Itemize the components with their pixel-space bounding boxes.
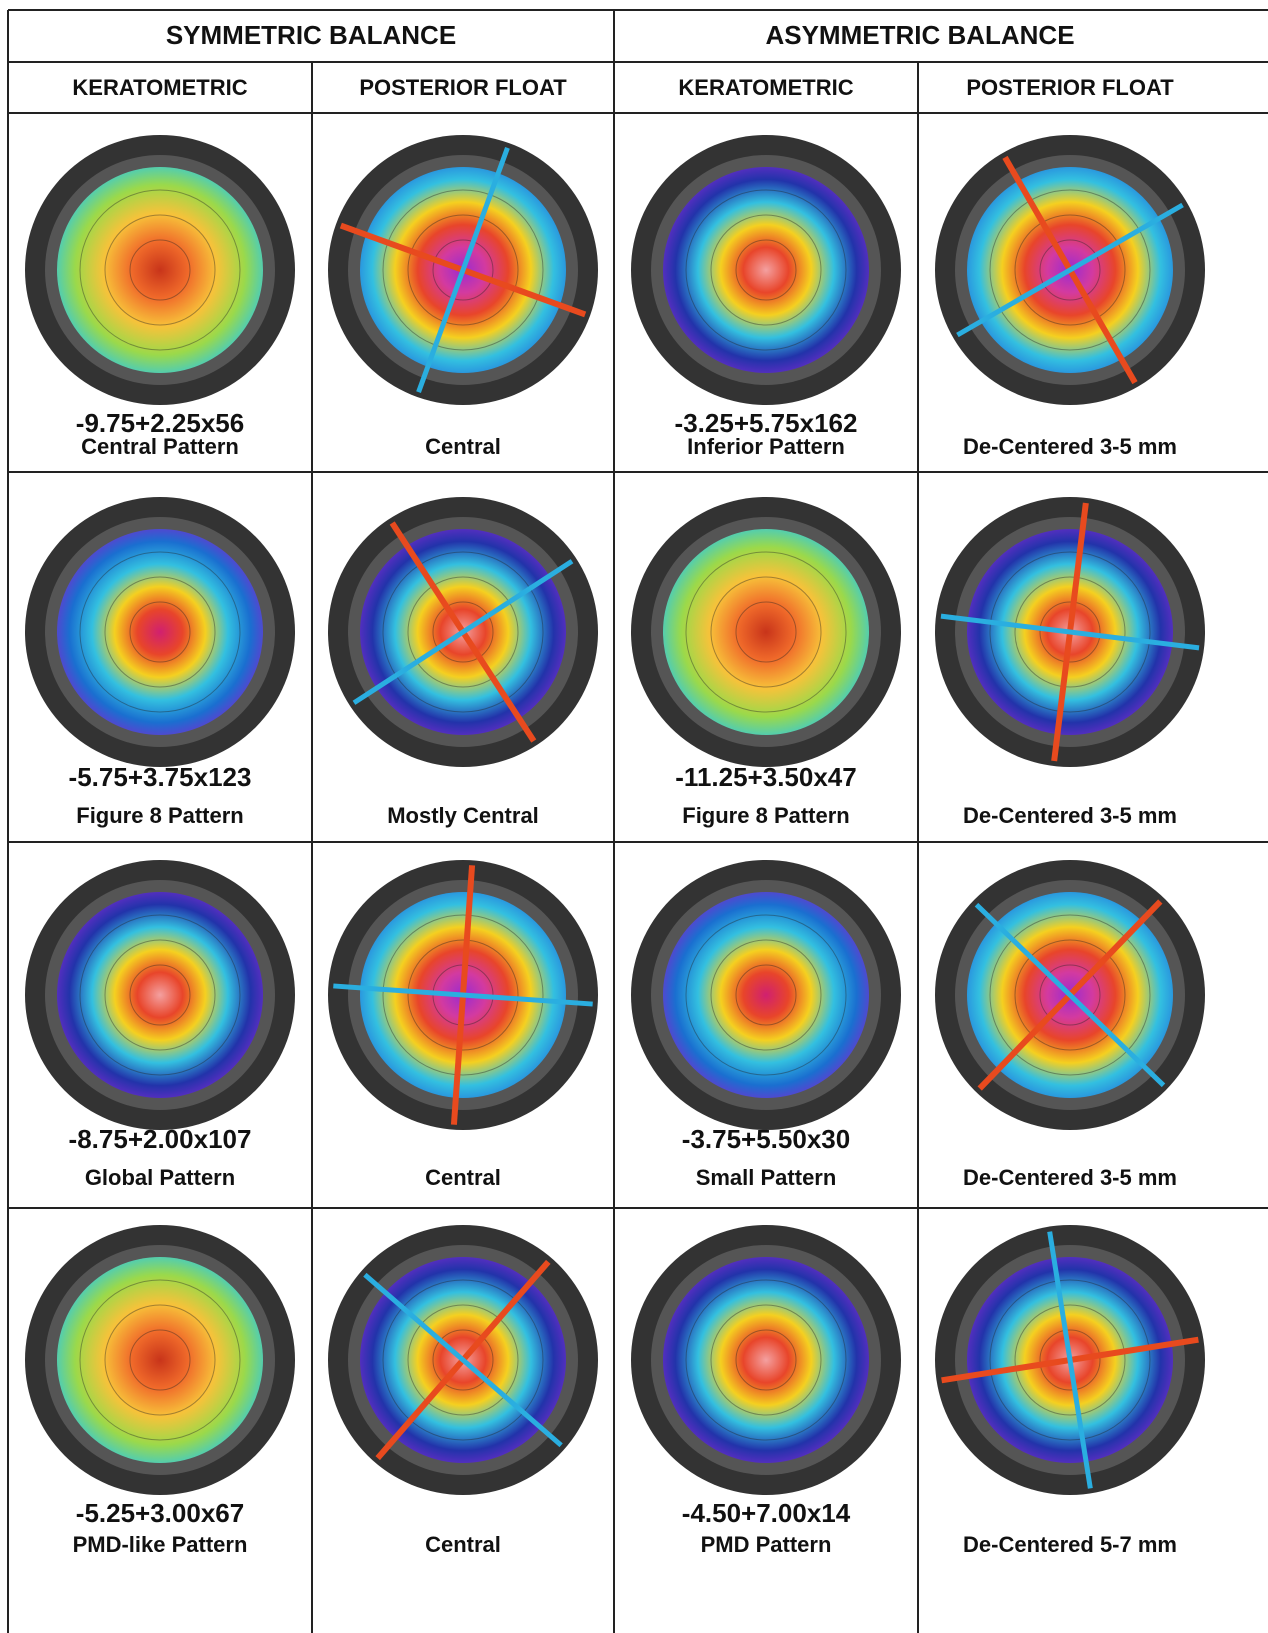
contour bbox=[1014, 576, 1126, 688]
column-header: KERATOMETRIC bbox=[678, 75, 854, 100]
contour bbox=[79, 914, 241, 1076]
contour bbox=[1014, 214, 1126, 326]
refraction: -9.75+2.25x56 bbox=[75, 408, 245, 438]
axis-line bbox=[974, 902, 1166, 1088]
pattern: PMD-like Pattern bbox=[72, 1532, 248, 1557]
contour bbox=[1039, 601, 1101, 663]
contour bbox=[710, 1304, 822, 1416]
contour bbox=[432, 1329, 494, 1391]
contour bbox=[685, 189, 847, 351]
contour bbox=[989, 914, 1151, 1076]
contour bbox=[79, 189, 241, 351]
contour bbox=[685, 914, 847, 1076]
pattern: Global Pattern bbox=[84, 1165, 236, 1190]
column-header: POSTERIOR FLOAT bbox=[966, 75, 1174, 100]
contour bbox=[129, 1329, 191, 1391]
pattern: De-Centered 3-5 mm bbox=[963, 434, 1177, 459]
group-header: SYMMETRIC BALANCE bbox=[165, 20, 457, 50]
refraction: -5.25+3.00x67 bbox=[75, 1498, 245, 1528]
topography-map bbox=[663, 167, 869, 373]
axis-line bbox=[416, 146, 510, 394]
contour bbox=[1014, 1304, 1126, 1416]
contour bbox=[432, 239, 494, 301]
column-header: KERATOMETRIC bbox=[72, 75, 248, 100]
contour bbox=[129, 601, 191, 663]
pattern: Central bbox=[425, 1532, 501, 1557]
contour bbox=[685, 551, 847, 713]
topography-map bbox=[663, 1257, 869, 1463]
contour bbox=[710, 939, 822, 1051]
contour bbox=[710, 214, 822, 326]
refraction: -5.75+3.75x123 bbox=[68, 762, 252, 792]
contour bbox=[104, 939, 216, 1051]
contour bbox=[407, 214, 519, 326]
axis-line bbox=[956, 202, 1184, 338]
axis-line bbox=[940, 613, 1200, 651]
topography-map bbox=[57, 529, 263, 735]
contour bbox=[735, 601, 797, 663]
pattern: Figure 8 Pattern bbox=[682, 803, 850, 828]
refraction: -4.50+7.00x14 bbox=[681, 1498, 851, 1528]
contour bbox=[710, 576, 822, 688]
axis-line bbox=[1047, 1231, 1093, 1489]
contour bbox=[104, 576, 216, 688]
pattern: Central bbox=[425, 434, 501, 459]
contour bbox=[382, 551, 544, 713]
axis-line bbox=[363, 1272, 563, 1448]
contour bbox=[407, 1304, 519, 1416]
axis-line bbox=[352, 559, 574, 705]
contour bbox=[79, 551, 241, 713]
pattern: Mostly Central bbox=[387, 803, 539, 828]
pattern: Small Pattern bbox=[695, 1165, 837, 1190]
refraction: -8.75+2.00x107 bbox=[68, 1124, 252, 1154]
pattern: De-Centered 3-5 mm bbox=[963, 1165, 1177, 1190]
pattern: Central bbox=[425, 1165, 501, 1190]
column-header: POSTERIOR FLOAT bbox=[359, 75, 567, 100]
topography-map bbox=[57, 1257, 263, 1463]
contour bbox=[432, 601, 494, 663]
group-header: ASYMMETRIC BALANCE bbox=[765, 20, 1075, 50]
contour bbox=[735, 1329, 797, 1391]
contour bbox=[1039, 1329, 1101, 1391]
pattern: Figure 8 Pattern bbox=[76, 803, 244, 828]
contour bbox=[1039, 239, 1101, 301]
contour bbox=[1039, 964, 1101, 1026]
refraction: -3.25+5.75x162 bbox=[674, 408, 858, 438]
pattern: De-Centered 3-5 mm bbox=[963, 803, 1177, 828]
contour bbox=[735, 239, 797, 301]
contour bbox=[382, 1279, 544, 1441]
pattern: PMD Pattern bbox=[700, 1532, 832, 1557]
pattern: De-Centered 5-7 mm bbox=[963, 1532, 1177, 1557]
contour bbox=[989, 189, 1151, 351]
contour bbox=[104, 1304, 216, 1416]
contour bbox=[1014, 939, 1126, 1051]
contour bbox=[382, 914, 544, 1076]
contour bbox=[407, 576, 519, 688]
refraction: -11.25+3.50x47 bbox=[675, 762, 857, 792]
contour bbox=[382, 189, 544, 351]
contour bbox=[989, 1279, 1151, 1441]
refraction: -3.75+5.50x30 bbox=[681, 1124, 851, 1154]
contour bbox=[685, 1279, 847, 1441]
topography-map bbox=[663, 529, 869, 735]
pattern: Inferior Pattern bbox=[687, 434, 845, 459]
contour bbox=[104, 214, 216, 326]
pattern: Central Pattern bbox=[81, 434, 239, 459]
contour bbox=[989, 551, 1151, 713]
contour bbox=[129, 239, 191, 301]
topography-map bbox=[57, 892, 263, 1098]
contour bbox=[129, 964, 191, 1026]
contour bbox=[407, 939, 519, 1051]
topography-map bbox=[57, 167, 263, 373]
axis-line bbox=[333, 983, 593, 1007]
contour bbox=[79, 1279, 241, 1441]
contour bbox=[735, 964, 797, 1026]
topography-map bbox=[663, 892, 869, 1098]
